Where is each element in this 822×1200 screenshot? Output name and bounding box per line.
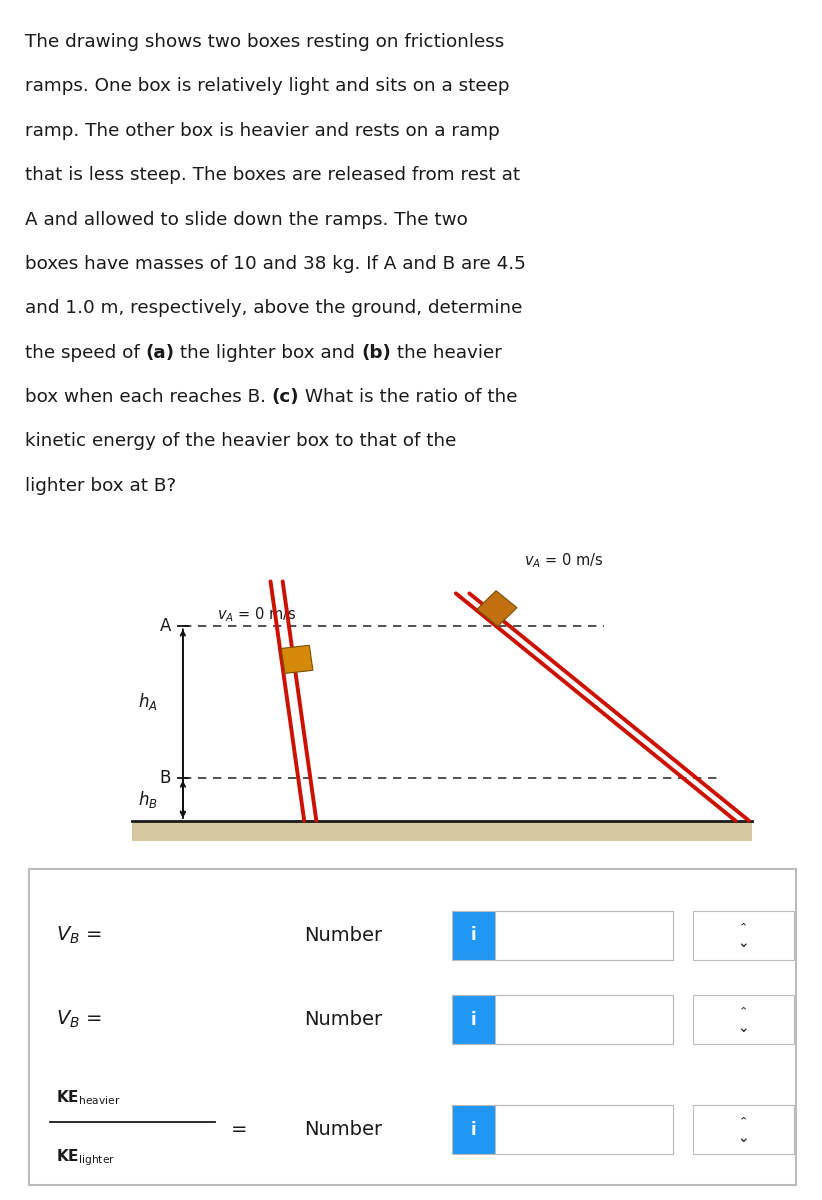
Text: ⌃: ⌃: [738, 1116, 748, 1127]
Text: Number: Number: [304, 1120, 382, 1139]
Text: A: A: [159, 617, 171, 636]
Text: $h_B$: $h_B$: [138, 788, 158, 810]
Text: ⌃: ⌃: [738, 1007, 748, 1016]
FancyBboxPatch shape: [495, 1105, 673, 1154]
Text: i: i: [470, 1121, 476, 1139]
FancyBboxPatch shape: [452, 1105, 495, 1154]
Text: A and allowed to slide down the ramps. The two: A and allowed to slide down the ramps. T…: [25, 210, 468, 228]
Text: $\mathbf{KE}_{\mathrm{lighter}}$: $\mathbf{KE}_{\mathrm{lighter}}$: [56, 1147, 115, 1168]
Text: the heavier: the heavier: [391, 343, 502, 361]
Text: ⌄: ⌄: [737, 1130, 749, 1145]
Text: ⌄: ⌄: [737, 936, 749, 950]
Text: boxes have masses of 10 and 38 kg. If A and B are 4.5: boxes have masses of 10 and 38 kg. If A …: [25, 254, 525, 272]
Text: ⌃: ⌃: [738, 922, 748, 932]
Text: i: i: [470, 926, 476, 944]
FancyBboxPatch shape: [693, 1105, 794, 1154]
Text: that is less steep. The boxes are released from rest at: that is less steep. The boxes are releas…: [25, 166, 520, 184]
FancyBboxPatch shape: [693, 911, 794, 960]
Text: $\mathit{V}_B$ =: $\mathit{V}_B$ =: [56, 925, 102, 946]
Text: $v_A$ = 0 m/s: $v_A$ = 0 m/s: [217, 606, 297, 624]
Text: Number: Number: [304, 1010, 382, 1030]
Text: the speed of: the speed of: [25, 343, 145, 361]
FancyBboxPatch shape: [693, 995, 794, 1044]
Text: kinetic energy of the heavier box to that of the: kinetic energy of the heavier box to tha…: [25, 432, 456, 450]
Text: The drawing shows two boxes resting on frictionless: The drawing shows two boxes resting on f…: [25, 34, 504, 52]
Text: ramp. The other box is heavier and rests on a ramp: ramp. The other box is heavier and rests…: [25, 122, 500, 140]
Text: Number: Number: [304, 925, 382, 944]
Text: (c): (c): [271, 388, 299, 406]
Text: What is the ratio of the: What is the ratio of the: [299, 388, 518, 406]
Polygon shape: [281, 646, 313, 673]
Polygon shape: [132, 821, 752, 841]
Text: $\mathit{V}_B$ =: $\mathit{V}_B$ =: [56, 1009, 102, 1030]
Text: $v_A$ = 0 m/s: $v_A$ = 0 m/s: [524, 551, 604, 570]
Text: ⌄: ⌄: [737, 1021, 749, 1034]
Polygon shape: [477, 590, 517, 626]
Text: i: i: [470, 1010, 476, 1028]
FancyBboxPatch shape: [452, 911, 495, 960]
FancyBboxPatch shape: [452, 995, 495, 1044]
Text: (a): (a): [145, 343, 174, 361]
Text: $h_A$: $h_A$: [138, 691, 158, 713]
Text: lighter box at B?: lighter box at B?: [25, 476, 176, 494]
Text: $\mathbf{KE}_{\mathrm{heavier}}$: $\mathbf{KE}_{\mathrm{heavier}}$: [56, 1088, 120, 1106]
FancyBboxPatch shape: [495, 995, 673, 1044]
FancyBboxPatch shape: [29, 869, 796, 1184]
FancyBboxPatch shape: [495, 911, 673, 960]
Text: =: =: [230, 1120, 247, 1139]
Text: and 1.0 m, respectively, above the ground, determine: and 1.0 m, respectively, above the groun…: [25, 299, 522, 317]
Text: B: B: [159, 768, 171, 787]
Text: box when each reaches B.: box when each reaches B.: [25, 388, 271, 406]
Text: ramps. One box is relatively light and sits on a steep: ramps. One box is relatively light and s…: [25, 78, 509, 96]
Text: (b): (b): [361, 343, 391, 361]
Text: the lighter box and: the lighter box and: [174, 343, 361, 361]
